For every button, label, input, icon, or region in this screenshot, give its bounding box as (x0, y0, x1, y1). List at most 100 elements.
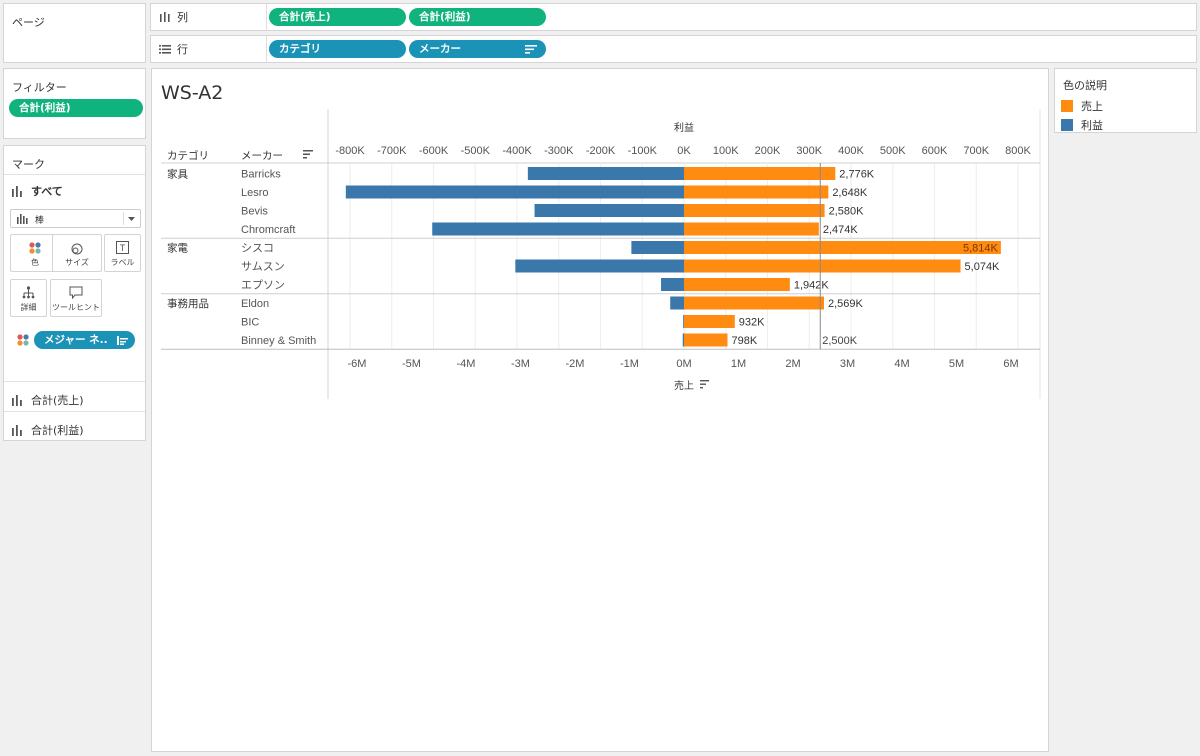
top-axis-tick-label: 500K (880, 145, 906, 157)
bottom-axis-tick-label: 0M (676, 358, 691, 370)
profit-bar (670, 296, 684, 310)
sales-bar (684, 315, 735, 328)
profit-bar (682, 333, 684, 347)
columns-pill-sales[interactable]: 合計(売上) (269, 8, 406, 26)
top-axis-tick-label: -400K (502, 145, 532, 157)
top-axis-tick-label: 400K (838, 145, 864, 157)
color-legend[interactable]: 色の説明 売上 利益 (1054, 68, 1197, 133)
mark-type-value: 棒 (35, 216, 45, 226)
rows-shelf[interactable]: 行 カテゴリ メーカー (150, 35, 1197, 63)
marks-all-tab[interactable]: すべて (12, 183, 63, 199)
sales-bar (684, 222, 819, 236)
sales-data-label: 1,942K (794, 280, 830, 292)
sort-icon (700, 387, 703, 389)
legend-swatch-profit (1061, 119, 1073, 131)
top-axis-tick-label: -300K (544, 145, 574, 157)
reference-line-label: 2,500K (822, 335, 858, 347)
maker-label: シスコ (241, 243, 274, 255)
label-button[interactable]: T ラベル (104, 234, 141, 272)
worksheet-view[interactable]: WS-A2 利益 -800K -700K -600K -500K -400K -300K -2… (151, 68, 1049, 752)
sales-bar (684, 259, 961, 273)
chevron-down-icon[interactable] (128, 217, 135, 222)
divider (4, 411, 145, 412)
sort-icon (303, 153, 310, 155)
maker-label: Binney & Smith (241, 335, 316, 347)
bottom-axis-tick-label: -2M (566, 358, 585, 370)
sales-data-label: 2,648K (832, 187, 868, 199)
maker-label: Bevis (241, 206, 268, 218)
detail-icon (11, 286, 46, 302)
legend-swatch-sales (1061, 100, 1073, 112)
rows-pill-maker-label: メーカー (419, 43, 461, 55)
bar-chart-icon (12, 424, 22, 436)
tooltip-button[interactable]: ツールヒント (50, 279, 102, 317)
bottom-axis-tick-label: 3M (840, 358, 855, 370)
top-axis-tick-label: -500K (461, 145, 491, 157)
marks-section-sales[interactable]: 合計(売上) (12, 392, 84, 408)
sales-data-label: 2,474K (823, 224, 859, 236)
filters-card[interactable]: フィルター 合計(利益) (3, 68, 146, 139)
mark-type-select[interactable]: 棒 (10, 209, 141, 228)
tooltip-button-label: ツールヒント (52, 303, 100, 312)
filter-pill-profit[interactable]: 合計(利益) (9, 99, 143, 117)
detail-button[interactable]: 詳細 (10, 279, 47, 317)
columns-shelf[interactable]: 列 合計(売上) 合計(利益) (150, 3, 1197, 31)
bar-chart-icon (17, 214, 28, 224)
sales-data-label: 2,776K (839, 169, 875, 181)
bottom-axis-tick-label: -3M (511, 358, 530, 370)
top-axis-tick-label: 100K (713, 145, 739, 157)
columns-shelf-label: 列 (159, 4, 188, 30)
color-button-label: 色 (31, 258, 39, 267)
svg-text:T: T (120, 243, 126, 253)
top-axis-tick-label: -200K (586, 145, 616, 157)
sales-bar (684, 278, 790, 291)
sales-bar (684, 204, 825, 217)
column-header-category: カテゴリ (167, 149, 209, 162)
bottom-axis-tick-label: -5M (402, 358, 421, 370)
rows-label-text: 行 (177, 43, 188, 56)
rows-shelf-label: 行 (159, 36, 188, 62)
sales-data-label: 798K (731, 335, 757, 347)
legend-item-sales[interactable]: 売上 (1061, 98, 1103, 114)
marks-section-profit[interactable]: 合計(利益) (12, 422, 84, 438)
category-label: 家具 (167, 168, 188, 181)
marks-card[interactable]: マーク すべて 棒 色 サイズ T ラベル 詳細 (3, 145, 146, 441)
worksheet-title: WS-A2 (161, 82, 224, 104)
label-button-label: ラベル (110, 258, 135, 267)
category-label: 家電 (167, 242, 188, 255)
top-axis-title: 利益 (674, 121, 694, 134)
size-button-label: サイズ (65, 258, 89, 267)
legend-item-profit[interactable]: 利益 (1061, 117, 1103, 133)
category-label: 事務用品 (167, 297, 209, 310)
legend-title: 色の説明 (1063, 79, 1107, 92)
divider (4, 174, 145, 175)
pages-shelf[interactable]: ページ (3, 3, 146, 63)
bottom-axis-tick-label: -6M (348, 358, 367, 370)
sales-bar (684, 241, 1001, 254)
measure-names-pill[interactable]: メジャー ネ.. (34, 331, 135, 349)
sales-bar (684, 167, 836, 180)
top-axis-tick-label: -800K (335, 145, 365, 157)
sales-bar (684, 185, 829, 199)
columns-pill-profit[interactable]: 合計(利益) (409, 8, 546, 26)
diverging-bar-chart[interactable]: 利益 -800K -700K -600K -500K -400K -300K -200K -10… (152, 69, 1048, 429)
color-icon (17, 334, 29, 346)
bottom-axis-tick-label: 6M (1003, 358, 1018, 370)
profit-bar (515, 259, 684, 273)
color-button[interactable]: 色 (10, 234, 60, 272)
size-button[interactable]: サイズ (52, 234, 102, 272)
legend-label-profit: 利益 (1081, 119, 1103, 132)
rows-pill-maker[interactable]: メーカー (409, 40, 546, 58)
sales-data-label: 932K (739, 317, 765, 329)
maker-label: Barricks (241, 169, 281, 181)
top-axis-tick-label: -700K (377, 145, 407, 157)
color-icon (11, 241, 59, 257)
profit-bar (432, 222, 684, 236)
top-axis-tick-label: 200K (755, 145, 781, 157)
measure-names-label: メジャー ネ.. (44, 334, 108, 346)
pages-shelf-title: ページ (12, 16, 45, 29)
top-axis-tick-label: 600K (922, 145, 948, 157)
top-axis-tick-label: -100K (628, 145, 658, 157)
legend-label-sales: 売上 (1081, 100, 1103, 113)
rows-pill-category[interactable]: カテゴリ (269, 40, 406, 58)
